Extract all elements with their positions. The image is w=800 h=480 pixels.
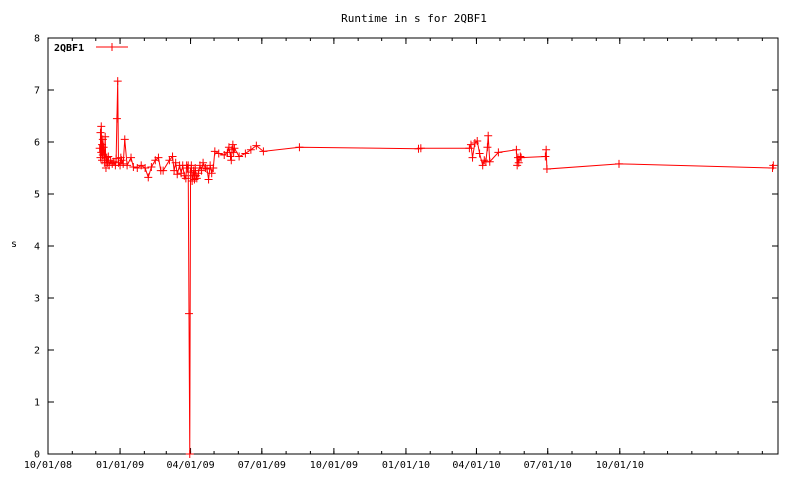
x-tick-label: 10/01/08 [24,460,72,471]
data-point-marker [226,152,235,161]
y-tick-label: 1 [34,398,40,409]
data-point-marker [480,156,489,165]
y-tick-label: 8 [34,34,40,45]
data-point-marker [112,114,121,123]
data-point-marker [129,162,138,171]
series-layer [95,77,778,458]
data-point-marker [541,152,550,161]
data-point-marker [241,149,250,158]
data-point-marker [416,144,425,153]
data-point-marker [295,143,304,152]
data-point-marker [210,147,219,156]
data-point-marker [199,158,208,167]
data-point-marker [117,156,126,165]
data-point-marker [252,141,261,150]
y-tick-label: 6 [34,138,40,149]
data-point-marker [127,153,136,162]
data-point-marker [259,147,268,156]
data-point-marker [246,145,255,154]
y-tick-label: 4 [34,242,40,253]
x-axis: 10/01/08 01/01/09 04/01/09 07/01/09 10/01/09… [24,38,763,471]
y-axis: 0 1 2 3 4 5 6 7 8 [34,34,778,461]
x-tick-label: 04/01/09 [166,460,214,471]
y-tick-label: 2 [34,346,40,357]
chart-title: Runtime in s for 2QBF1 [341,12,487,25]
data-point-marker [185,450,194,458]
data-point-marker [214,149,223,158]
data-point-marker [229,148,238,157]
x-tick-label: 01/01/10 [382,460,430,471]
data-point-marker [466,140,475,149]
x-tick-label: 07/01/09 [238,460,286,471]
x-tick-label: 01/01/09 [96,460,144,471]
data-point-marker [209,164,218,172]
data-point-marker [97,122,106,131]
data-point-marker [516,152,525,161]
data-point-marker [494,148,503,157]
data-point-marker [769,161,778,170]
data-point-marker [235,152,244,161]
data-point-marker [227,156,236,165]
data-point-marker [483,143,492,152]
data-point-marker [141,164,150,172]
data-point-marker [119,159,128,168]
data-point-marker [120,135,129,144]
data-point-marker [228,140,237,149]
legend-marker [108,43,116,51]
data-point-marker [542,165,551,174]
data-point-marker [144,173,153,182]
data-point-marker [465,144,474,153]
data-point-marker [123,161,132,170]
data-point-marker [484,131,493,140]
data-point-marker [230,144,239,153]
data-point-marker [485,157,494,166]
data-point-marker [168,152,177,161]
data-point-marker [96,128,105,137]
data-point-marker [542,145,551,154]
y-tick-label: 3 [34,294,40,305]
data-point-marker [181,174,190,183]
data-point-marker [99,143,108,152]
data-point-marker [514,158,523,167]
data-point-marker [112,154,121,163]
data-point-marker [184,309,193,318]
data-point-marker [468,153,477,162]
data-point-marker [473,136,482,145]
data-point-marker [512,145,521,154]
data-point-marker [101,132,110,141]
data-point-marker [192,174,201,183]
x-tick-label: 10/01/09 [310,460,358,471]
y-axis-label: s [11,239,17,250]
legend: 2QBF1 [54,43,128,54]
data-point-marker [159,166,168,175]
data-point-marker [147,162,156,171]
data-point-marker [113,77,122,86]
y-tick-label: 0 [34,450,40,461]
x-tick-label: 04/01/10 [452,460,500,471]
y-tick-label: 5 [34,190,40,201]
data-point-marker [154,153,163,162]
data-point-marker [201,164,210,172]
data-point-marker [204,175,213,184]
data-point-marker [517,153,526,162]
x-tick-label: 10/01/10 [596,460,644,471]
x-tick-label: 07/01/10 [524,460,572,471]
data-point-marker [173,170,182,179]
data-point-marker [615,159,623,168]
legend-label: 2QBF1 [54,43,84,54]
data-point-marker [475,149,484,158]
data-point-marker [191,164,200,172]
y-tick-label: 7 [34,86,40,97]
data-point-marker [207,169,216,178]
